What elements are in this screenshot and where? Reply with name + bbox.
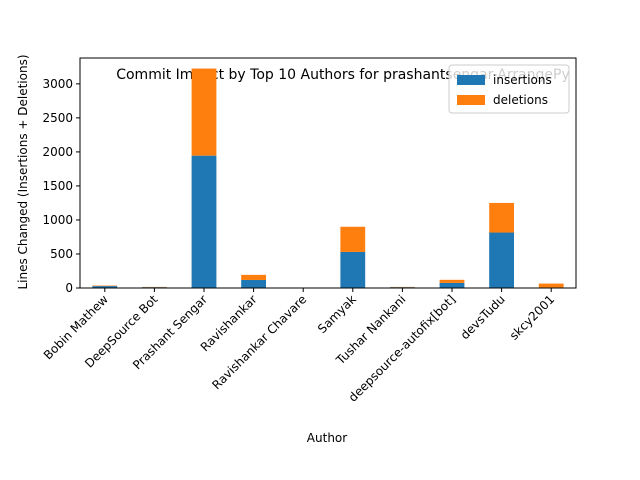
x-tick-label: Ravishankar Chavare — [209, 292, 309, 392]
bar-insertions-8 — [489, 232, 514, 288]
legend-swatch-insertions — [457, 75, 485, 85]
bar-deletions-8 — [489, 202, 514, 233]
bar-deletions-3 — [241, 274, 266, 280]
y-tick-label: 1500 — [42, 179, 73, 193]
y-tick-label: 1000 — [42, 213, 73, 227]
bar-deletions-9 — [538, 283, 564, 288]
bar-insertions-3 — [241, 279, 266, 288]
x-tick-label: skcy2001 — [507, 292, 558, 343]
bar-deletions-7 — [439, 279, 465, 283]
bar-insertions-2 — [191, 155, 217, 288]
y-tick-label: 500 — [50, 247, 73, 261]
x-tick-label: devsTudu — [458, 292, 508, 342]
y-tick-label: 0 — [65, 281, 73, 295]
legend-label-deletions: deletions — [493, 93, 548, 107]
bar-insertions-5 — [340, 251, 366, 288]
bar-insertions-7 — [439, 282, 465, 288]
x-tick-label: Samyak — [315, 292, 359, 336]
bar-deletions-2 — [191, 68, 217, 156]
legend: insertions deletions — [448, 64, 570, 114]
legend-label-insertions: insertions — [493, 73, 552, 87]
plot-frame — [79, 57, 577, 289]
x-axis-label: Author — [307, 431, 347, 445]
legend-swatch-deletions — [457, 95, 485, 105]
bar-deletions-0 — [92, 285, 118, 287]
bar-deletions-5 — [340, 226, 366, 252]
bar-insertions-0 — [92, 286, 118, 288]
x-tick-label: deepsource-autofix[bot] — [346, 292, 458, 404]
y-tick-label: 2000 — [42, 145, 73, 159]
y-axis-label: Lines Changed (Insertions + Deletions) — [16, 54, 30, 289]
y-tick-label: 2500 — [42, 111, 73, 125]
y-tick-label: 3000 — [42, 77, 73, 91]
